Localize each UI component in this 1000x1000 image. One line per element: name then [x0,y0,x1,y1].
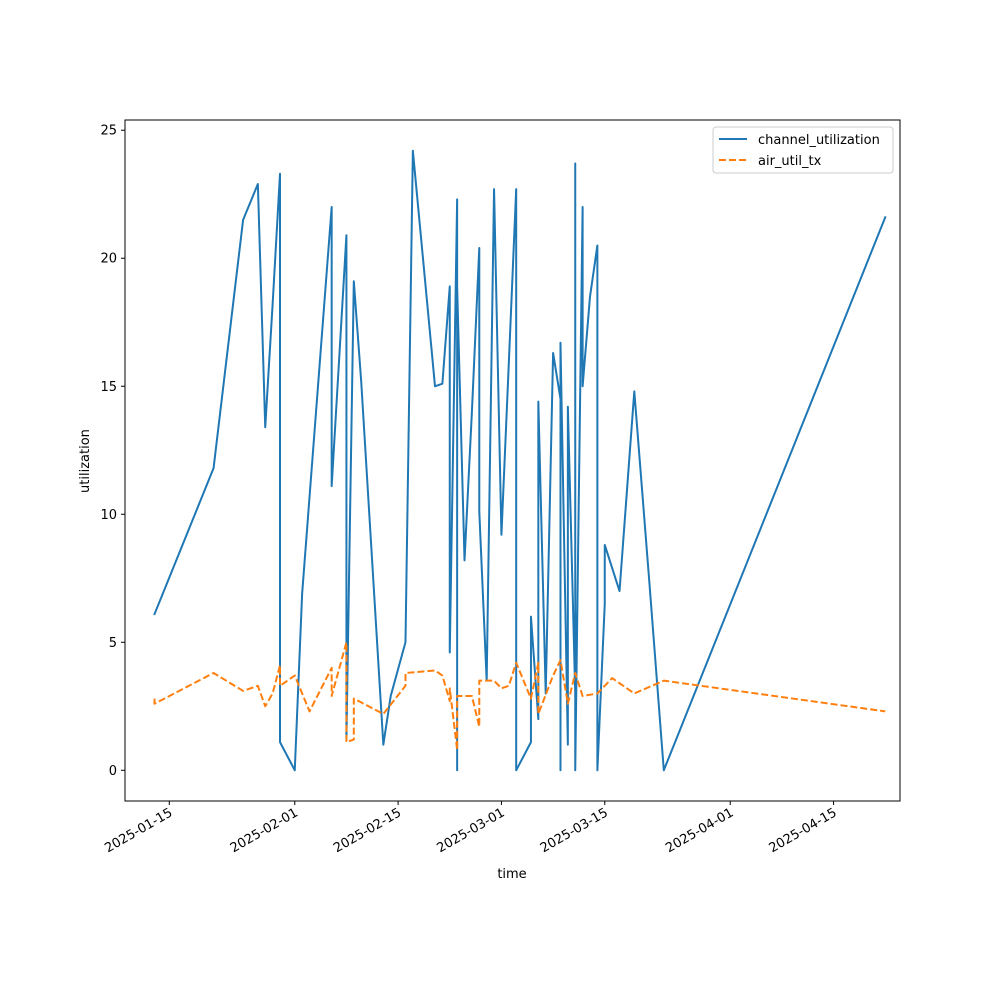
legend: channel_utilization air_util_tx [712,126,894,174]
y-tick-label: 20 [100,252,117,267]
y-tick-label: 0 [109,764,117,779]
y-axis-label: utilization [78,429,93,493]
legend-box [712,126,894,174]
legend-label-air-util-tx: air_util_tx [758,154,822,169]
x-axis-label: time [497,867,526,882]
series-line-channel-utilization [153,149,887,772]
y-tick-label: 25 [100,124,117,139]
plot-area-frame [124,119,901,802]
plot-lines [153,149,887,772]
legend-label-channel-utilization: channel_utilization [758,133,880,148]
y-tick-label: 15 [100,380,117,395]
y-axis: 0 5 10 15 20 25 [100,124,125,779]
y-tick-label: 5 [109,636,117,651]
series-line-air-util-tx [153,641,886,751]
y-tick-label: 10 [100,508,117,523]
